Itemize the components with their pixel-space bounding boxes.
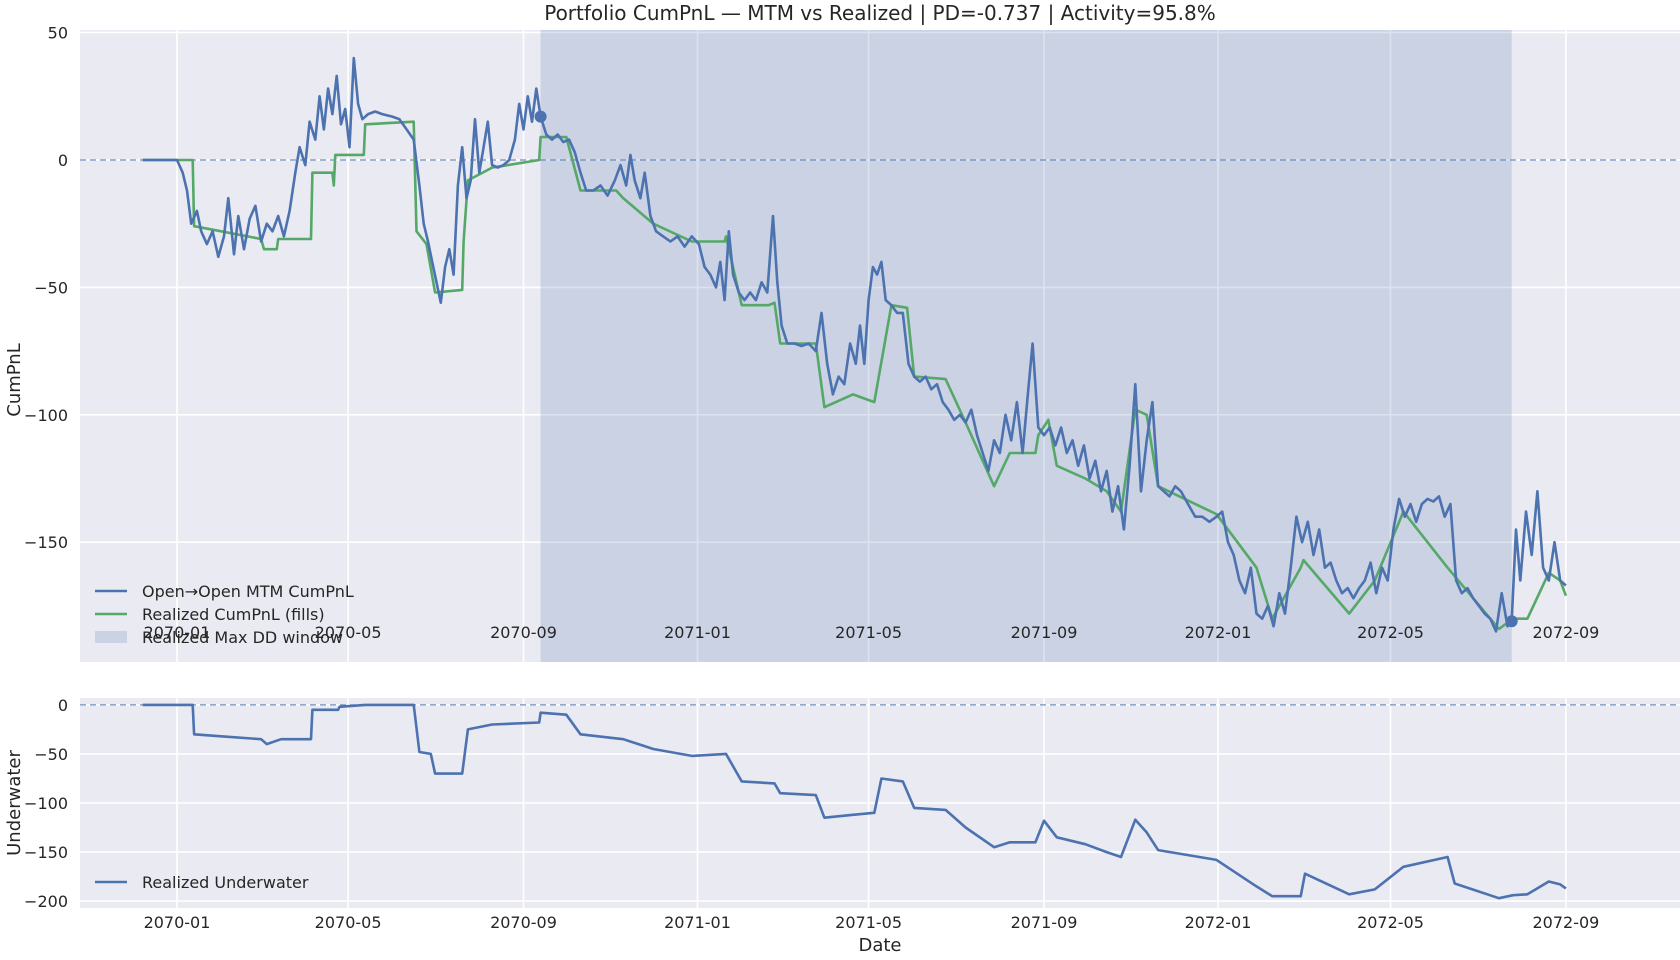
legend-label-realized: Realized CumPnL (fills) (142, 605, 325, 624)
y-tick-label: −100 (24, 794, 68, 813)
y-tick-label: 0 (58, 696, 68, 715)
x-tick-label: 2072-09 (1532, 913, 1599, 932)
bottom-y-axis-label: Underwater (4, 750, 25, 856)
y-tick-label: 0 (58, 151, 68, 170)
top-y-ticks: 50 0 −50 −100 −150 (24, 24, 68, 553)
top-y-axis-label: CumPnL (4, 343, 25, 417)
y-tick-label: −50 (34, 278, 68, 297)
legend-label-dd-window: Realized Max DD window (142, 628, 343, 647)
x-tick-label: 2071-09 (1011, 913, 1078, 932)
legend-swatch-dd-window (95, 631, 127, 643)
x-tick-label: 2071-05 (835, 913, 902, 932)
x-tick-label: 2070-05 (315, 623, 382, 642)
x-tick-label: 2072-05 (1357, 623, 1424, 642)
bottom-panel: 0−50−100−150−200 2070-01 2070-05 2070-09 20… (4, 696, 1680, 956)
bottom-y-ticks: 0 −50 −100 −150 −200 (24, 696, 68, 911)
y-tick-label: −150 (24, 843, 68, 862)
y-tick-label: −100 (24, 406, 68, 425)
chart-title: Portfolio CumPnL — MTM vs Realized | PD=… (544, 1, 1216, 25)
x-axis-label: Date (858, 935, 901, 956)
legend-label-mtm: Open→Open MTM CumPnL (142, 582, 354, 601)
legend-label-underwater: Realized Underwater (142, 873, 309, 892)
open-open-mtm-cumpnl-line (142, 56, 1567, 633)
x-tick-label: 2070-09 (490, 913, 557, 932)
x-tick-label: 2071-05 (835, 623, 902, 642)
max-dd-window-shade (540, 30, 1512, 662)
dd-end-marker (1505, 615, 1518, 628)
underwater-line (142, 703, 1567, 900)
bottom-x-ticks: 2070-01 2070-05 2070-09 2071-01 2071-05 2071-… (144, 913, 1600, 932)
x-tick-label: 2070-05 (315, 913, 382, 932)
y-tick-label: −50 (34, 745, 68, 764)
x-tick-label: 2070-09 (490, 623, 557, 642)
x-tick-label: 2071-01 (664, 623, 731, 642)
y-tick-label: −150 (24, 533, 68, 552)
top-plot-background (80, 30, 1680, 662)
top-x-ticks: 2070-01 2070-05 2070-09 2071-01 2071-05 2071-… (144, 623, 1600, 642)
bottom-legend: Realized Underwater (95, 873, 309, 892)
x-tick-label: 2071-01 (664, 913, 731, 932)
x-tick-label: 2070-01 (144, 623, 211, 642)
top-panel: 50 0 −50 −100 −150 2070-01 2070-05 2070-09 2071… (4, 24, 1680, 662)
y-tick-label: 50 (48, 24, 68, 43)
x-tick-label: 2072-05 (1357, 913, 1424, 932)
y-tick-label: −200 (24, 892, 68, 911)
x-tick-label: 2072-01 (1185, 623, 1252, 642)
x-tick-label: 2071-09 (1011, 623, 1078, 642)
x-tick-label: 2072-09 (1532, 623, 1599, 642)
x-tick-label: 2072-01 (1185, 913, 1252, 932)
top-legend: Open→Open MTM CumPnL Realized CumPnL (fi… (95, 582, 354, 647)
x-tick-label: 2070-01 (144, 913, 211, 932)
dd-start-marker (534, 110, 547, 123)
